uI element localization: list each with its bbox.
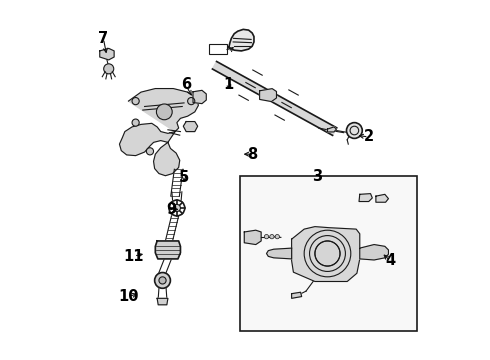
Polygon shape xyxy=(359,194,372,202)
Circle shape xyxy=(159,277,166,284)
Polygon shape xyxy=(120,89,198,176)
Text: 9: 9 xyxy=(167,202,176,217)
Polygon shape xyxy=(157,298,168,305)
Circle shape xyxy=(188,98,195,105)
Polygon shape xyxy=(267,248,292,259)
Circle shape xyxy=(270,234,274,239)
Circle shape xyxy=(104,64,114,74)
Circle shape xyxy=(346,123,362,138)
Circle shape xyxy=(147,148,153,155)
Circle shape xyxy=(156,104,172,120)
Circle shape xyxy=(132,98,139,105)
Text: 4: 4 xyxy=(385,253,395,268)
Text: 11: 11 xyxy=(123,248,144,264)
Polygon shape xyxy=(327,127,337,132)
Text: 3: 3 xyxy=(312,169,322,184)
Bar xyxy=(209,44,227,54)
Polygon shape xyxy=(213,62,337,135)
Bar xyxy=(240,176,417,330)
Circle shape xyxy=(132,119,139,126)
Text: 6: 6 xyxy=(181,77,191,93)
Polygon shape xyxy=(292,292,302,298)
Circle shape xyxy=(155,273,171,288)
Circle shape xyxy=(315,241,340,266)
Circle shape xyxy=(173,204,180,212)
Polygon shape xyxy=(376,194,389,202)
Circle shape xyxy=(265,234,269,239)
Polygon shape xyxy=(100,48,114,60)
Polygon shape xyxy=(193,90,206,104)
Polygon shape xyxy=(260,89,276,102)
Text: 7: 7 xyxy=(98,31,108,46)
Text: 10: 10 xyxy=(118,289,139,304)
Circle shape xyxy=(304,230,351,277)
Text: 1: 1 xyxy=(224,77,234,93)
Text: 5: 5 xyxy=(179,170,189,185)
Polygon shape xyxy=(292,226,360,282)
Circle shape xyxy=(275,234,279,239)
Polygon shape xyxy=(245,230,261,244)
Polygon shape xyxy=(183,122,197,132)
Polygon shape xyxy=(155,241,180,259)
Polygon shape xyxy=(360,244,389,260)
Text: 2: 2 xyxy=(364,130,374,144)
Polygon shape xyxy=(229,30,254,51)
Text: 8: 8 xyxy=(247,147,257,162)
